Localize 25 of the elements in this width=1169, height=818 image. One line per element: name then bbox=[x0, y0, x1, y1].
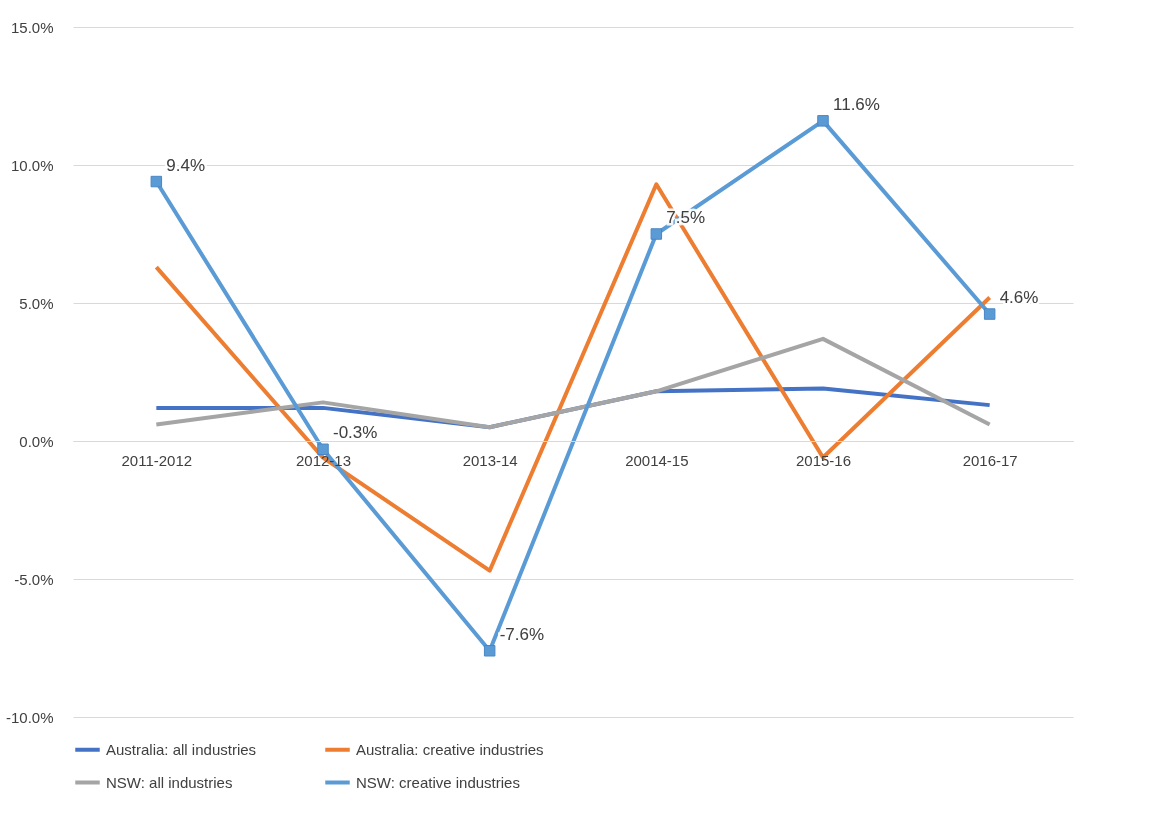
x-tick-label: 2011-2012 bbox=[121, 451, 193, 469]
point bbox=[983, 308, 996, 320]
y-tick-label: 10.0% bbox=[10, 156, 54, 174]
data-label: 4.6% bbox=[999, 288, 1039, 308]
data-label: -7.6% bbox=[499, 624, 545, 644]
legend-label: Australia: creative industries bbox=[356, 740, 544, 758]
y-tick-label: -10.0% bbox=[5, 708, 54, 726]
data-label: 11.6% bbox=[833, 94, 880, 114]
x-tick-label: 2015-16 bbox=[795, 451, 852, 469]
y-tick-label: 0.0% bbox=[19, 432, 54, 450]
x-tick-label: 2016-17 bbox=[962, 451, 1018, 469]
y-tick-label: 5.0% bbox=[19, 294, 54, 312]
legend-label: NSW: all industries bbox=[106, 773, 233, 791]
legend-label: NSW: creative industries bbox=[356, 773, 520, 791]
x-tick-label: 2013-14 bbox=[462, 451, 518, 469]
y-tick-label: -5.0% bbox=[14, 570, 54, 588]
legend-label: Australia: all industries bbox=[106, 740, 257, 758]
point bbox=[150, 175, 163, 188]
data-label: 9.4% bbox=[166, 155, 206, 175]
point bbox=[817, 115, 829, 127]
data-label: -0.3% bbox=[333, 423, 378, 443]
y-tick-label: 15.0% bbox=[10, 18, 54, 36]
x-tick-label: 20014-15 bbox=[625, 451, 689, 469]
point bbox=[650, 228, 663, 240]
point bbox=[483, 645, 496, 657]
